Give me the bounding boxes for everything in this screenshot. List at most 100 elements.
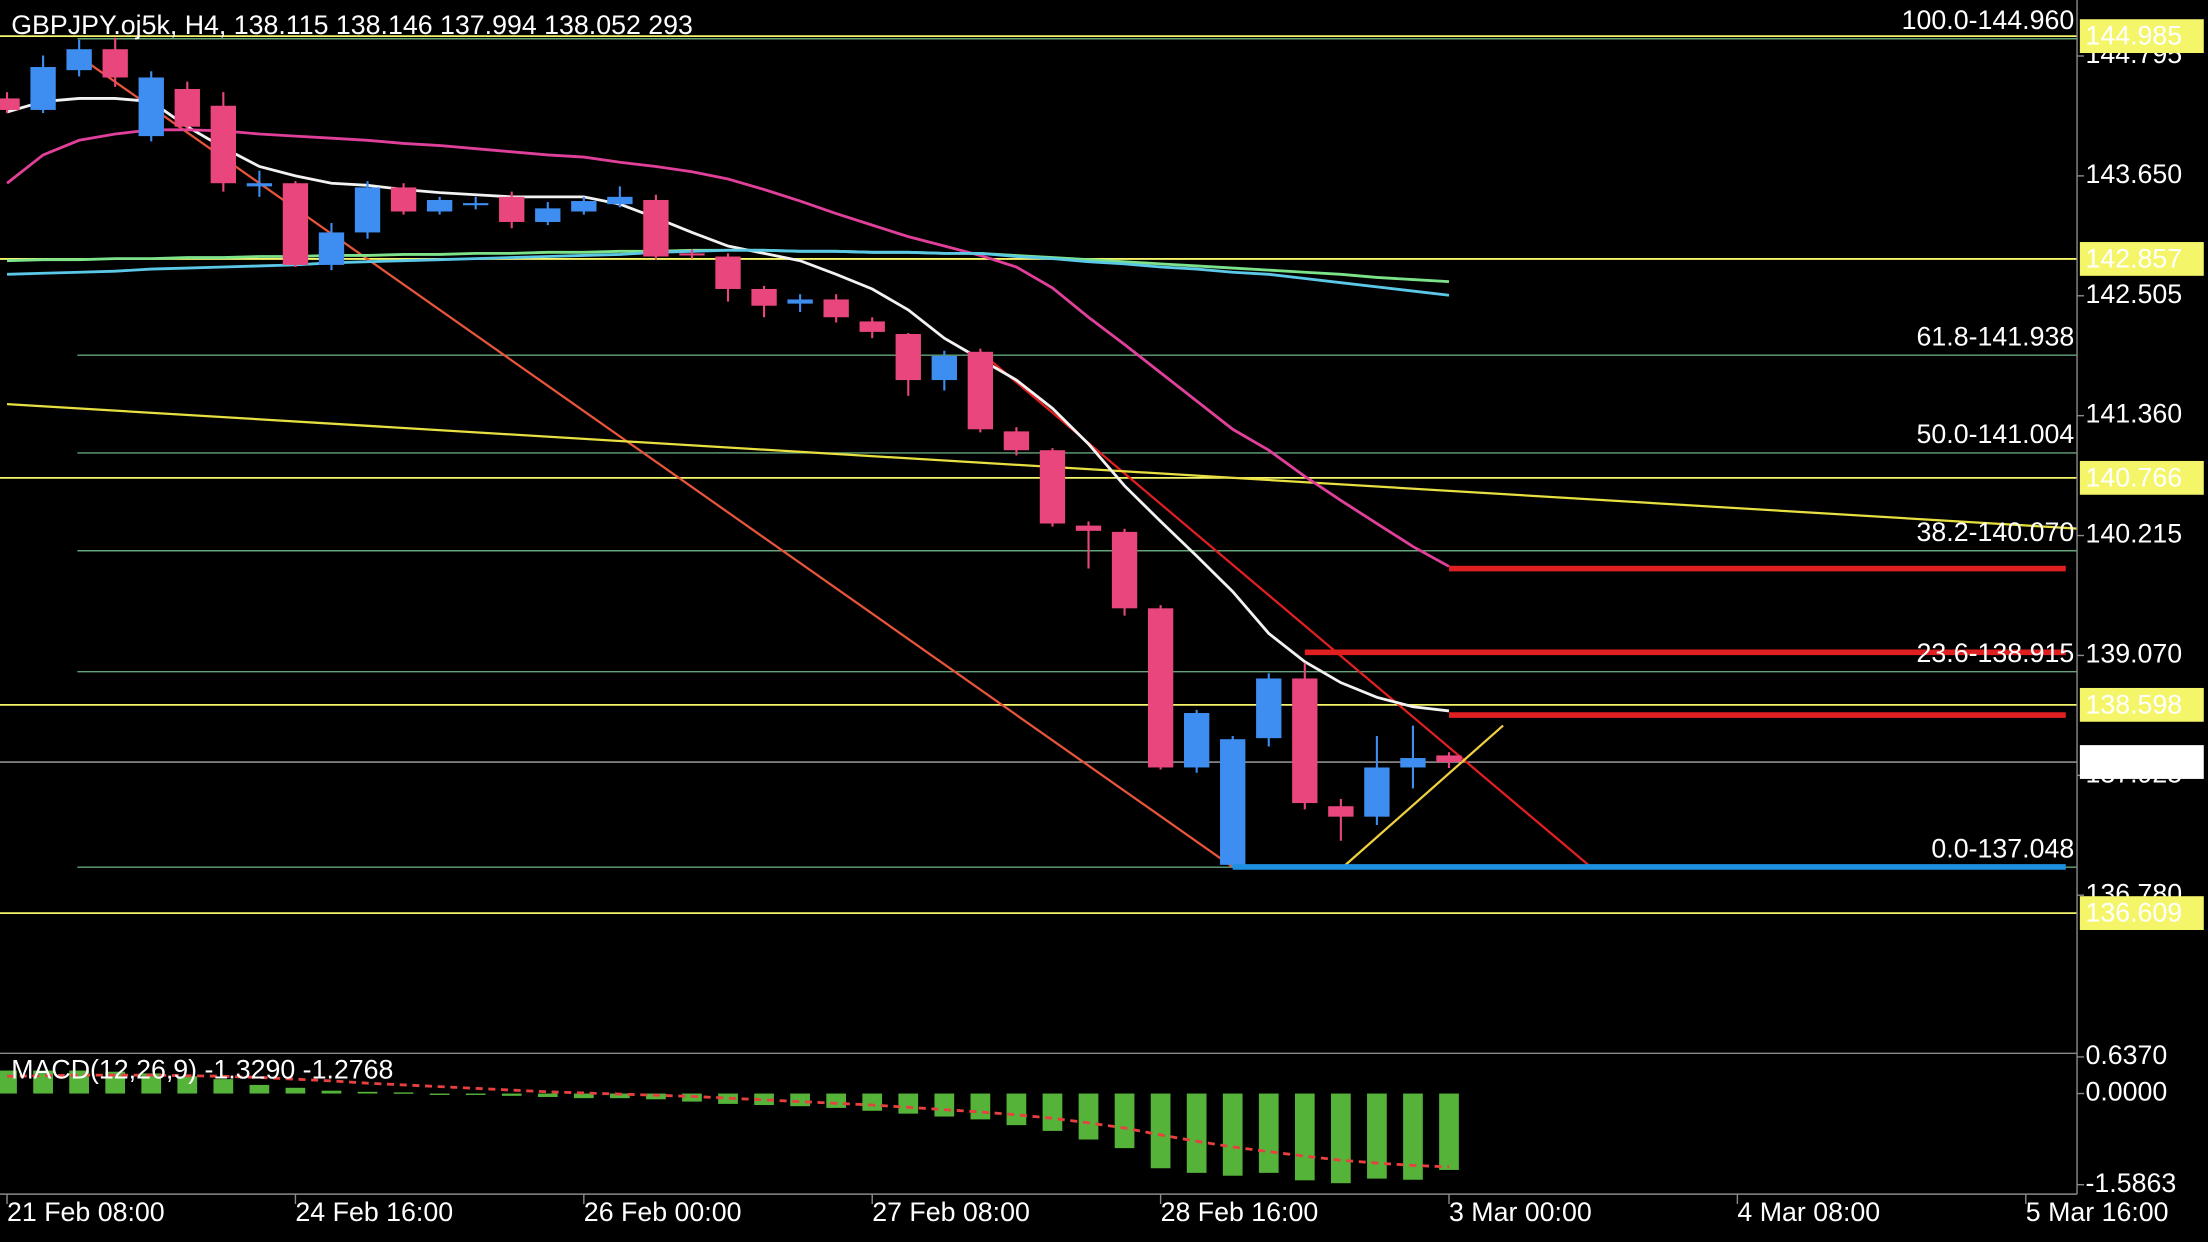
candle-body (174, 88, 200, 127)
macd-bar (285, 1087, 306, 1094)
y-tick-label: -1.5863 (2085, 1168, 2176, 1198)
macd-bar (1403, 1093, 1423, 1180)
y-tick-label: 141.360 (2085, 399, 2182, 429)
price-label: 142.857 (2085, 243, 2182, 273)
macd-bar (1114, 1093, 1135, 1149)
candle-body (282, 183, 309, 265)
macd-bar (1186, 1093, 1207, 1173)
fib-label: 100.0-144.960 (1902, 5, 2075, 35)
fib-label: 38.2-140.070 (1917, 517, 2075, 547)
price-label: 138.598 (2085, 689, 2182, 719)
macd-bar (1330, 1093, 1351, 1184)
candle-body (823, 299, 849, 318)
macd-bar (213, 1079, 234, 1094)
macd-bar (249, 1084, 270, 1094)
macd-bar (573, 1093, 594, 1099)
candle-body (1328, 806, 1354, 817)
candle-body (1400, 758, 1426, 768)
candle-body (679, 253, 705, 256)
trendline (1340, 724, 1504, 870)
macd-bar (1222, 1093, 1243, 1176)
x-tick-label: 26 Feb 00:00 (584, 1197, 742, 1227)
macd-bar (1439, 1093, 1459, 1170)
candle-body (859, 321, 885, 332)
candle-body (787, 299, 813, 304)
candle-body (1039, 450, 1066, 524)
macd-bar (141, 1073, 162, 1094)
macd-bar (1006, 1093, 1027, 1126)
candle-body (715, 256, 741, 289)
price-label: 136.609 (2085, 898, 2182, 928)
moving-average (6, 97, 1450, 713)
macd-bar (610, 1093, 630, 1099)
candle-body (931, 355, 957, 381)
candle-body (571, 201, 597, 212)
signal-line (7, 1073, 1450, 1169)
candle-body (751, 288, 777, 306)
candle-body (246, 183, 273, 187)
candle-body (1147, 608, 1174, 768)
macd-bar (718, 1093, 738, 1104)
y-tick-label: 0.6370 (2085, 1040, 2167, 1070)
x-tick-label: 21 Feb 08:00 (7, 1197, 165, 1227)
macd-bar (321, 1090, 342, 1094)
candle-body (30, 67, 56, 110)
price-label: 144.985 (2085, 21, 2182, 51)
y-tick-label: 143.650 (2085, 159, 2182, 189)
moving-average (6, 248, 1450, 297)
macd-bar (1367, 1093, 1387, 1179)
candle-body (318, 232, 345, 265)
macd-bar (862, 1093, 883, 1111)
moving-average (6, 128, 1450, 568)
candle-body (210, 105, 237, 184)
candle-body (643, 199, 669, 257)
macd-bar (357, 1091, 378, 1094)
macd-bar (970, 1093, 991, 1120)
macd-title: MACD(12,26,9) -1.3290 -1.2768 (11, 1055, 393, 1085)
price-label-box (2079, 242, 2204, 276)
macd-bar (1150, 1093, 1171, 1169)
macd-bar (1042, 1093, 1063, 1131)
candle-body (1220, 739, 1246, 865)
price-label-box (2079, 896, 2204, 931)
macd-bar (429, 1093, 450, 1095)
candle-body (138, 77, 164, 137)
y-tick-label: 0.0000 (2085, 1077, 2167, 1107)
macd-bar (898, 1093, 919, 1114)
price-panel (0, 35, 2078, 915)
y-tick-label: 139.070 (2085, 638, 2182, 668)
x-tick-label: 27 Feb 08:00 (872, 1197, 1030, 1227)
candle-body (499, 196, 525, 222)
x-tick-label: 28 Feb 16:00 (1161, 1197, 1319, 1227)
candle-body (607, 196, 633, 205)
macd-bar (501, 1093, 522, 1096)
candle-body (426, 199, 453, 212)
macd-bar (177, 1076, 198, 1094)
candle-body (1111, 531, 1138, 609)
macd-bar (1294, 1093, 1315, 1181)
macd-bar (1258, 1093, 1279, 1173)
candle-body (1183, 713, 1210, 768)
candle-body (66, 49, 92, 71)
macd-bar (754, 1093, 774, 1106)
price-label-box (2079, 460, 2204, 495)
macd-bar (105, 1071, 126, 1094)
macd-bar (393, 1092, 414, 1094)
price-label: 140.766 (2085, 462, 2182, 492)
candle-body (535, 208, 561, 222)
candle-body (1436, 755, 1462, 763)
macd-bar (465, 1093, 486, 1095)
macd-panel (0, 1070, 1459, 1184)
candle-body (354, 187, 381, 233)
y-tick-label: 140.215 (2085, 519, 2182, 549)
macd-bar (826, 1093, 847, 1108)
candle-body (1292, 678, 1318, 804)
x-tick-label: 24 Feb 16:00 (295, 1197, 453, 1227)
candle-body (390, 187, 417, 212)
candle-body (0, 98, 20, 110)
macd-bar (934, 1093, 955, 1117)
axes (0, 0, 2085, 1204)
candle-body (895, 334, 921, 381)
